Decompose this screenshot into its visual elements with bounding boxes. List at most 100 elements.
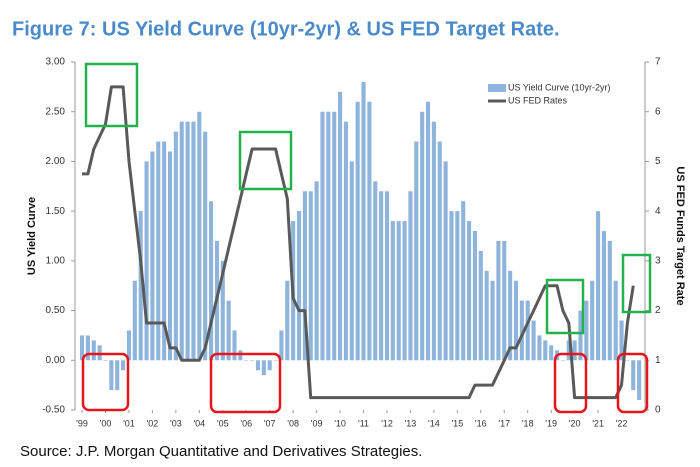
bar — [115, 360, 120, 391]
bar — [396, 221, 401, 361]
bar — [308, 191, 313, 361]
x-tick-label: '04 — [193, 418, 205, 428]
bar — [208, 201, 214, 361]
bar — [285, 280, 290, 361]
y-tick-label: -0.50 — [42, 405, 65, 416]
bar — [361, 81, 366, 361]
bar — [326, 111, 331, 361]
bar — [572, 340, 577, 361]
line — [82, 85, 635, 400]
x-tick-label: '11 — [358, 418, 369, 428]
bar — [91, 340, 96, 361]
bar — [203, 131, 208, 361]
x-tick-label: '08 — [287, 418, 299, 428]
highlight-box — [553, 352, 588, 414]
x-tick-label: '07 — [264, 418, 276, 428]
y2-tick-label: 3 — [655, 255, 661, 266]
bar — [255, 360, 261, 371]
bar — [625, 360, 630, 361]
bar — [566, 340, 571, 361]
bar — [103, 360, 108, 361]
bar — [449, 211, 454, 361]
x-tick-label: '14 — [428, 418, 440, 428]
bar — [320, 111, 325, 361]
bar — [420, 111, 425, 361]
bar — [238, 350, 243, 361]
bar — [191, 121, 196, 361]
bar — [502, 240, 507, 361]
bar — [109, 360, 114, 391]
x-tick-label: '99 — [76, 418, 88, 428]
bar — [613, 280, 618, 361]
bar — [490, 280, 495, 361]
source: Source: J.P. Morgan Quantitative and Der… — [20, 443, 422, 460]
y-tick-label: 2.00 — [46, 156, 66, 167]
x-tick-label: '21 — [592, 418, 604, 428]
bar — [343, 121, 348, 361]
bar — [560, 360, 565, 361]
bar — [537, 335, 542, 361]
x-tick-label: '01 — [123, 418, 135, 428]
bar — [578, 310, 583, 361]
bar — [637, 360, 642, 401]
bar — [232, 330, 237, 361]
bar — [496, 240, 501, 361]
bar — [384, 191, 390, 361]
y-tick-label: 1.50 — [46, 206, 66, 217]
bar — [467, 221, 472, 361]
x-tick-label: '15 — [451, 418, 463, 428]
bar — [549, 345, 554, 361]
y2-tick-label: 6 — [655, 106, 661, 117]
chart-title: Figure 7: US Yield Curve (10yr-2yr) & US… — [12, 18, 560, 40]
y2-tick-label: 0 — [655, 405, 661, 416]
bar — [525, 300, 530, 361]
bar — [197, 111, 202, 361]
bar — [220, 260, 225, 361]
x-tick-label: '02 — [147, 418, 159, 428]
y-tick-label: 3.00 — [46, 57, 66, 68]
y-axis-label: US Yield Curve — [26, 197, 38, 275]
y2-tick-label: 5 — [655, 156, 661, 167]
bar — [443, 161, 448, 361]
x-tick-label: '18 — [522, 418, 534, 428]
y-tick-label: 2.50 — [46, 106, 66, 117]
bar — [513, 280, 519, 361]
y-tick-label: 0.00 — [46, 355, 66, 366]
bar — [607, 240, 612, 361]
y2-axis-label: US FED Funds Target Rate — [674, 166, 686, 305]
bar — [402, 221, 407, 361]
bar — [338, 91, 343, 361]
bar — [590, 280, 595, 361]
x-tick-label: '00 — [100, 418, 112, 428]
x-tick-label: '10 — [334, 418, 346, 428]
y2-tick-label: 1 — [655, 355, 661, 366]
bar — [414, 141, 419, 361]
bar — [367, 101, 372, 361]
x-tick-label: '03 — [170, 418, 182, 428]
bar — [179, 121, 184, 361]
highlight-box — [621, 253, 652, 314]
highlight-box — [209, 352, 282, 414]
bar — [314, 181, 319, 361]
bar — [431, 121, 436, 361]
x-tick-label: '22 — [616, 418, 628, 428]
bar — [631, 360, 636, 391]
bar — [596, 211, 601, 361]
bar — [267, 360, 272, 371]
highlight-box — [81, 352, 130, 412]
x-tick-label: '05 — [217, 418, 229, 428]
bar — [455, 211, 460, 361]
legend-swatch — [488, 84, 506, 92]
x-tick-label: '13 — [405, 418, 417, 428]
bar — [437, 141, 442, 361]
bar — [226, 300, 231, 361]
bar — [478, 250, 483, 361]
x-tick-label: '20 — [569, 418, 581, 428]
highlight-box — [238, 130, 293, 191]
bar — [296, 211, 302, 361]
bar — [619, 320, 624, 361]
bar — [355, 101, 360, 361]
bar — [138, 211, 143, 361]
bar — [132, 280, 137, 361]
bar — [173, 131, 178, 361]
